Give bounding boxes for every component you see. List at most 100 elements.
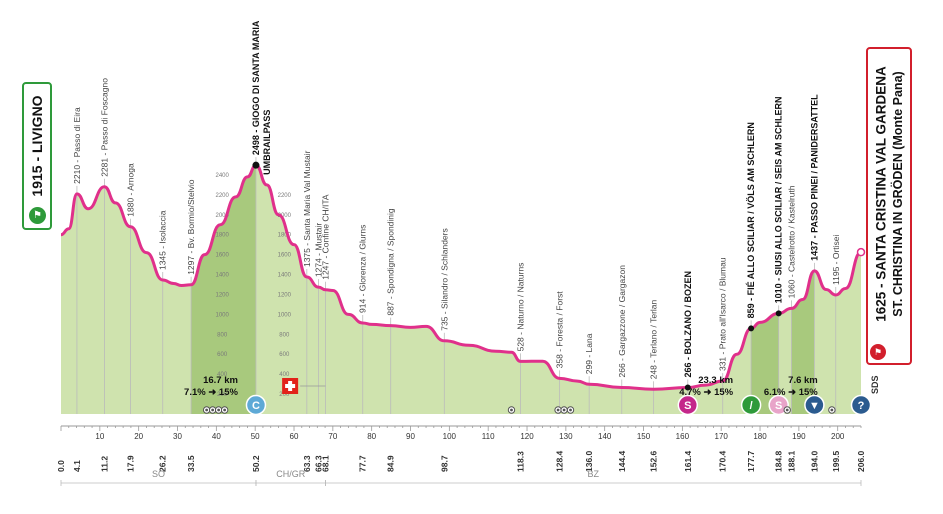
km-label-25: 206.0 [856, 450, 866, 472]
gpm-icon-glyph: ▼ [809, 400, 820, 412]
waypoint-dot-1 [775, 310, 782, 317]
waypoint-dot-0 [748, 325, 755, 332]
altitude-scale-600: 600 [217, 352, 228, 358]
sprint-icon [677, 394, 699, 416]
altitude-scale-2200: 2200 [215, 193, 229, 199]
km-label-11: 84.9 [386, 455, 396, 472]
tunnel-icon-core-0-3 [223, 408, 227, 412]
climb-label-5: 2498 - GIOGO DI SANTA MARIA [251, 20, 261, 155]
climb-label-8: 1274 - Mustair [313, 223, 323, 277]
altitude-scale-1600: 1600 [215, 253, 229, 259]
finish-label-line1: 1625 - SANTA CRISTINA VAL GARDENA [873, 66, 889, 322]
climb-label-3: 1345 - Isolaccia [158, 210, 168, 270]
km-label-23: 194.0 [809, 450, 819, 472]
km-label-10: 77.7 [358, 455, 368, 472]
climb-label-18: 266 - BOLZANO / BOZEN [683, 271, 693, 378]
altitude-scale-200: 200 [217, 392, 228, 398]
axis-tick-120: 120 [520, 432, 534, 441]
tunnel-icon-core-2-1 [562, 408, 566, 412]
climb-label-14: 358 - Foresta / Forst [555, 291, 565, 369]
climb-label-17: 248 - Terlano / Terlan [649, 299, 659, 379]
region-label-2: BZ [587, 469, 599, 479]
intermediate-sprint-icon-glyph: / [750, 400, 753, 412]
gradient-length-2: 7.6 km [788, 375, 818, 386]
swiss-flag-cross-h [285, 384, 296, 388]
axis-tick-90: 90 [406, 432, 415, 441]
climb-label-19: 331 - Prato all'Isarco / Blumau [718, 257, 728, 371]
climb-label-20: 859 - FIÉ ALLO SCILIAR / VÖLS AM SCHLERN [746, 122, 756, 318]
km-label-8: 66.3 [313, 455, 323, 472]
axis-tick-190: 190 [792, 432, 806, 441]
sprint-light-icon-glyph: S [775, 400, 782, 412]
axis-tick-200: 200 [831, 432, 845, 441]
tunnel-icon-core-2-0 [556, 408, 560, 412]
km-label-16: 144.4 [617, 450, 627, 472]
climb-label-22: 1060 - Castelrotto / Kastelruth [786, 185, 796, 298]
altitude-scale-b-1600: 1600 [278, 253, 292, 259]
sprint-light-icon [768, 394, 789, 416]
tunnel-icon-core-0-0 [205, 408, 209, 412]
axis-tick-20: 20 [134, 432, 143, 441]
altitude-scale-b-1800: 1800 [278, 233, 292, 239]
km-label-0: 0.0 [56, 460, 66, 472]
climb-label-16: 266 - Gargazzone / Gargazon [617, 265, 627, 378]
climb-label-21: 1010 - SIUSI ALLO SCILIAR / SEIS AM SCHL… [774, 97, 784, 304]
finish-label-line2: ST. CHRISTINA IN GRÖDEN (Monte Pana) [891, 71, 905, 317]
finish-badge: 1625 - SANTA CRISTINA VAL GARDENA ST. CH… [866, 47, 912, 365]
altitude-scale-b-800: 800 [279, 332, 290, 338]
km-label-21: 184.8 [774, 450, 784, 472]
altitude-scale-400: 400 [217, 372, 228, 378]
altitude-scale-1000: 1000 [215, 312, 229, 318]
altitude-scale-b-1200: 1200 [278, 292, 292, 298]
gradient-length-1: 23.3 km [698, 375, 733, 386]
climb-label-4: 1297 - Bv. Bormio/Stelvio [186, 179, 196, 275]
km-label-14: 128.4 [555, 450, 565, 472]
altitude-scale-b-1000: 1000 [278, 312, 292, 318]
km-label-20: 177.7 [746, 450, 756, 472]
climb-label-12: 735 - Silandro / Schlanders [439, 228, 449, 331]
gradient-length-0: 16.7 km [203, 375, 238, 386]
km-label-15: 136.0 [584, 450, 594, 472]
km-label-2: 11.2 [99, 456, 109, 472]
km-label-18: 161.4 [683, 450, 693, 472]
gradient-percent-2: 6.1% ➜ 15% [764, 387, 818, 398]
altitude-scale-1200: 1200 [215, 292, 229, 298]
climb-label-24: 1195 - Ortisei [831, 234, 841, 285]
start-badge: 1915 - LIVIGNO ⚑ [22, 82, 52, 230]
axis-tick-100: 100 [443, 432, 457, 441]
altitude-scale-b-1400: 1400 [278, 273, 292, 279]
tunnel-icon-core-3-0 [569, 408, 572, 412]
summit-dot [252, 161, 260, 169]
gradient-percent-1: 4.7% ➜ 15% [679, 387, 733, 398]
km-label-22: 188.1 [786, 450, 796, 472]
waypoint-dot-2 [684, 384, 691, 391]
climb-category-c-icon [245, 394, 267, 416]
climb-label-1: 2281 - Passo di Foscagno [99, 78, 109, 177]
sds-label: SDS [870, 375, 880, 394]
finish-climb-icon-glyph: ? [858, 400, 865, 412]
km-label-24: 199.5 [831, 450, 841, 472]
km-label-5: 33.5 [186, 455, 196, 472]
km-label-7: 63.3 [302, 455, 312, 472]
altitude-scale-2000: 2000 [215, 213, 229, 219]
tunnel-icon-core-1-0 [510, 408, 513, 412]
climb-fill-2 [791, 270, 815, 414]
axis-tick-70: 70 [328, 432, 337, 441]
gpm-icon [804, 394, 825, 416]
intermediate-sprint-icon [740, 394, 762, 416]
axis-tick-150: 150 [637, 432, 651, 441]
axis-tick-160: 160 [676, 432, 690, 441]
axis-tick-110: 110 [482, 432, 495, 441]
climb-label-7: 1375 - Santa Maria Val Mustair [302, 150, 312, 267]
tunnel-icon-core-0-2 [217, 408, 221, 412]
climb-label-13: 528 - Naturno / Naturns [515, 263, 525, 352]
tunnel-icon-core-0-1 [211, 408, 215, 412]
km-label-19: 170.4 [718, 450, 728, 472]
axis-tick-140: 140 [598, 432, 612, 441]
altitude-scale-b-2000: 2000 [278, 213, 292, 219]
finish-climb-icon [850, 394, 872, 416]
altitude-scale-2400: 2400 [215, 173, 229, 179]
region-label-1: CH/GR [276, 469, 306, 479]
profile-fill [61, 165, 861, 414]
axis-tick-50: 50 [251, 432, 260, 441]
